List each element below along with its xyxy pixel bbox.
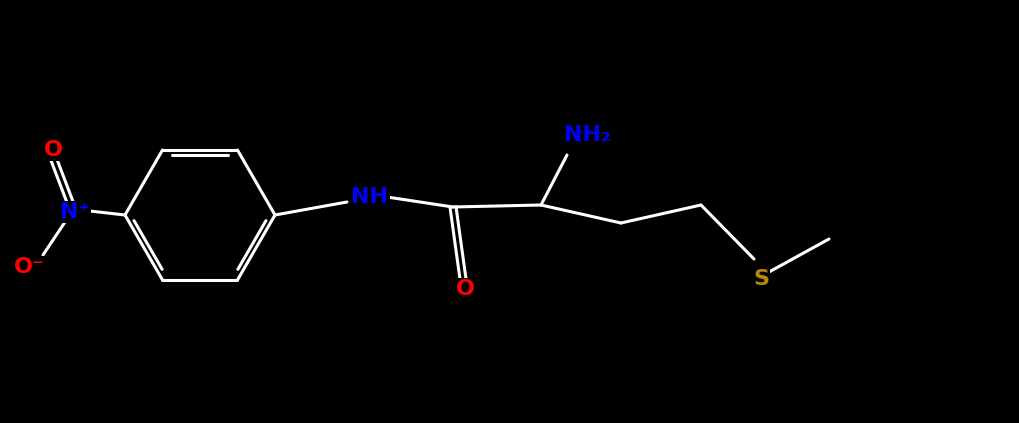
Text: O: O [44,140,62,160]
Text: S: S [753,269,769,289]
Text: NH₂: NH₂ [564,125,610,145]
Text: N⁺: N⁺ [60,202,90,222]
Text: NH: NH [352,187,388,207]
Text: O⁻: O⁻ [13,257,45,277]
Text: O: O [455,279,475,299]
